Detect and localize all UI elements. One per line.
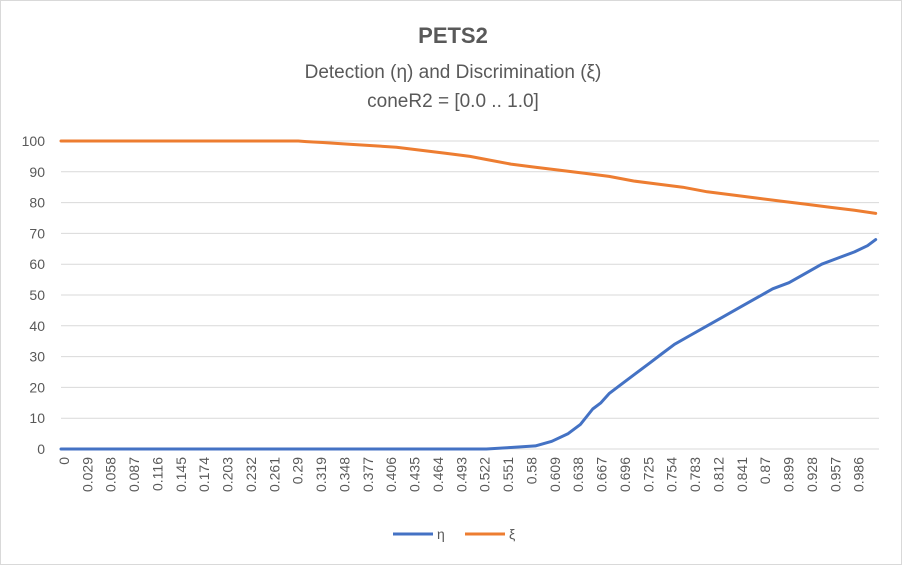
y-tick-label: 100 — [22, 133, 46, 149]
x-tick-label: 0.232 — [243, 457, 259, 492]
x-tick-label: 0.928 — [804, 457, 820, 492]
gridlines — [61, 140, 879, 450]
x-tick-label: 0.667 — [594, 457, 610, 492]
y-tick-label: 20 — [29, 379, 45, 395]
x-tick-label: 0.551 — [500, 457, 516, 492]
series-lines — [59, 139, 878, 451]
y-tick-label: 10 — [29, 410, 45, 426]
x-tick-label: 0.348 — [336, 457, 352, 492]
x-axis-ticks: 0 0.029 0.058 0.087 0.116 0.145 0.174 0.203 0.23… — [56, 457, 867, 492]
chart-title: PETS2 — [418, 23, 488, 48]
x-tick-label: 0.725 — [640, 457, 656, 492]
x-tick-label: 0.406 — [383, 457, 399, 492]
chart-subtitle-line-1: Detection (η) and Discrimination (ξ) — [305, 62, 602, 83]
series-line-eta — [59, 238, 878, 451]
x-tick-label: 0 — [56, 457, 72, 465]
x-tick-label: 0.203 — [220, 457, 236, 492]
x-tick-label: 0.783 — [687, 457, 703, 492]
x-tick-label: 0.609 — [547, 457, 563, 492]
x-tick-label: 0.261 — [266, 457, 282, 492]
x-tick-label: 0.58 — [523, 457, 539, 484]
chart-subtitle-line-2: coneR2 = [0.0 .. 1.0] — [367, 91, 539, 112]
x-tick-label: 0.899 — [781, 457, 797, 492]
x-tick-label: 0.058 — [103, 457, 119, 492]
series-line-xi — [59, 139, 878, 215]
x-tick-label: 0.435 — [407, 457, 423, 492]
x-tick-label: 0.29 — [290, 457, 306, 484]
x-tick-label: 0.522 — [477, 457, 493, 492]
y-tick-label: 50 — [29, 287, 45, 303]
y-tick-label: 30 — [29, 349, 45, 365]
x-tick-label: 0.087 — [126, 457, 142, 492]
x-tick-label: 0.87 — [757, 457, 773, 484]
x-tick-label: 0.957 — [827, 457, 843, 492]
x-tick-label: 0.986 — [851, 457, 867, 492]
y-tick-label: 90 — [29, 164, 45, 180]
y-tick-label: 40 — [29, 318, 45, 334]
x-tick-label: 0.145 — [173, 457, 189, 492]
legend-label-eta: η — [437, 526, 445, 542]
x-tick-label: 0.812 — [710, 457, 726, 492]
y-axis-ticks: 0 10 20 30 40 50 60 70 80 90 100 — [22, 133, 46, 457]
x-tick-label: 0.638 — [570, 457, 586, 492]
x-tick-label: 0.464 — [430, 457, 446, 492]
y-tick-label: 70 — [29, 225, 45, 241]
x-tick-label: 0.319 — [313, 457, 329, 492]
x-tick-label: 0.754 — [664, 457, 680, 492]
legend-label-xi: ξ — [509, 526, 515, 542]
y-tick-label: 0 — [37, 441, 45, 457]
y-tick-label: 60 — [29, 256, 45, 272]
x-tick-label: 0.377 — [360, 457, 376, 492]
x-tick-label: 0.841 — [734, 457, 750, 492]
x-tick-label: 0.493 — [453, 457, 469, 492]
x-tick-label: 0.116 — [149, 457, 165, 491]
x-tick-label: 0.174 — [196, 457, 212, 492]
x-tick-label: 0.696 — [617, 457, 633, 492]
y-tick-label: 80 — [29, 195, 45, 211]
x-tick-label: 0.029 — [79, 457, 95, 492]
